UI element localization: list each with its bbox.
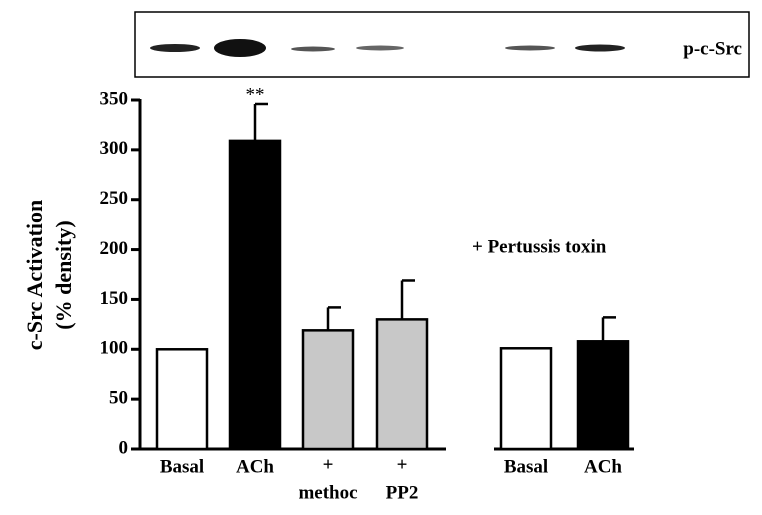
blot-band	[575, 44, 625, 52]
blot-band	[356, 45, 404, 51]
y-axis-label: c-Src Activation	[22, 200, 47, 351]
bar	[155, 348, 209, 451]
y-tick-label: 0	[119, 437, 129, 458]
bar	[228, 139, 282, 451]
blot-label: p-c-Src	[683, 38, 742, 59]
bar	[301, 329, 355, 451]
y-tick-label: 200	[100, 238, 129, 259]
x-tick-label: Basal	[160, 456, 204, 477]
y-tick-label: 250	[100, 188, 129, 209]
x-tick-label: +	[397, 454, 408, 475]
blot-band	[291, 46, 335, 52]
significance-marker: **	[246, 84, 265, 105]
x-tick-label: +	[323, 454, 334, 475]
western-blot: p-c-Src	[134, 11, 750, 78]
y-tick-label: 300	[100, 138, 129, 159]
bar	[375, 318, 429, 451]
bar	[499, 347, 553, 451]
blot-band	[214, 39, 266, 57]
bar	[576, 340, 630, 451]
annotation: + Pertussis toxin	[472, 236, 607, 257]
y-tick-label: 100	[100, 338, 129, 359]
y-tick-label: 50	[109, 388, 128, 409]
x-tick-label: methoc	[298, 482, 357, 503]
y-tick-label: 350	[100, 88, 129, 109]
x-tick-label: ACh	[236, 456, 274, 477]
blot-band	[150, 44, 200, 52]
x-tick-label: PP2	[386, 482, 419, 503]
y-tick-label: 150	[100, 288, 129, 309]
blot-band	[505, 45, 555, 51]
x-tick-label: Basal	[504, 456, 548, 477]
y-axis-label: (% density)	[51, 220, 76, 329]
x-tick-label: ACh	[584, 456, 622, 477]
